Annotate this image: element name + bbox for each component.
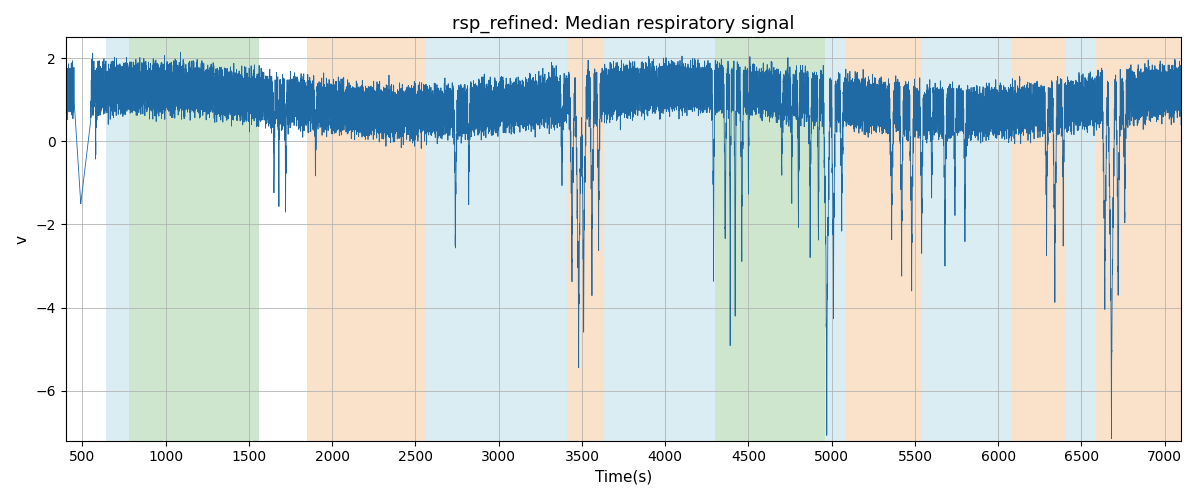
Bar [715, 38, 826, 440]
Bar [845, 38, 922, 440]
Bar [1097, 38, 1181, 440]
Bar [922, 38, 1012, 440]
Bar [1012, 38, 1064, 440]
Bar [826, 38, 845, 440]
Bar [566, 38, 604, 440]
Bar [604, 38, 715, 440]
Bar [130, 38, 259, 440]
Bar [426, 38, 566, 440]
Bar [106, 38, 130, 440]
Bar [307, 38, 426, 440]
Title: rsp_refined: Median respiratory signal: rsp_refined: Median respiratory signal [452, 15, 794, 34]
Bar [1064, 38, 1097, 440]
X-axis label: Time(s): Time(s) [595, 470, 653, 485]
Y-axis label: v: v [16, 234, 30, 244]
